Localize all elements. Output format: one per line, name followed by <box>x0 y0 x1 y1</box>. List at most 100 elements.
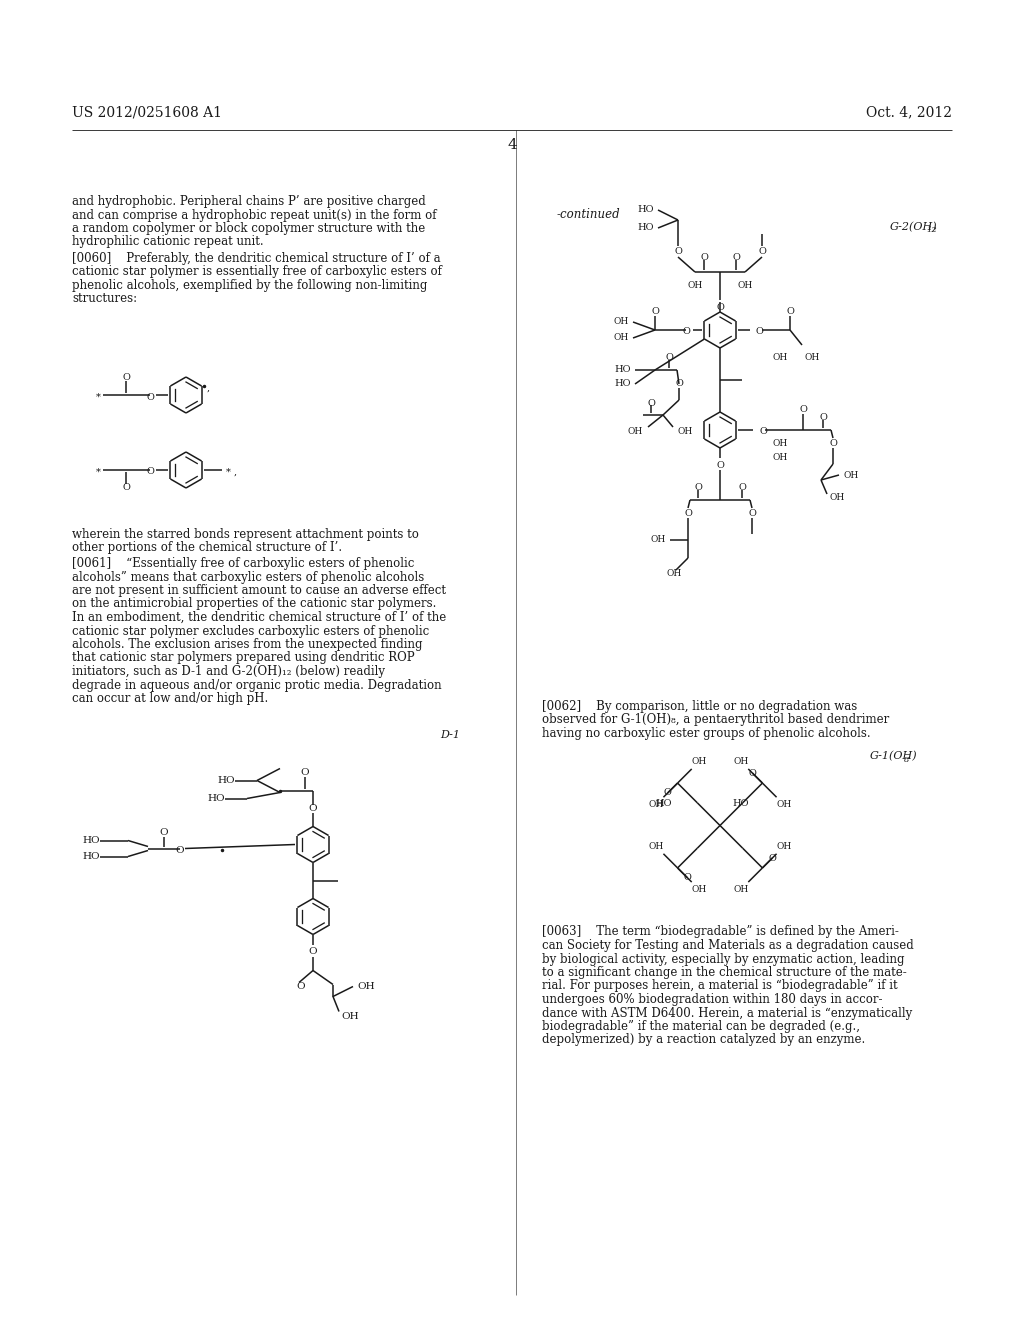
Text: O: O <box>732 253 740 263</box>
Text: OH: OH <box>773 440 788 449</box>
Text: O: O <box>651 308 658 317</box>
Text: OH: OH <box>737 281 753 290</box>
Text: OH: OH <box>776 842 792 851</box>
Text: O: O <box>700 253 708 263</box>
Text: OH: OH <box>772 354 787 363</box>
Text: [0061]    “Essentially free of carboxylic esters of phenolic: [0061] “Essentially free of carboxylic e… <box>72 557 415 570</box>
Text: phenolic alcohols, exemplified by the following non-limiting: phenolic alcohols, exemplified by the fo… <box>72 279 427 292</box>
Text: O: O <box>674 248 682 256</box>
Text: hydrophilic cationic repeat unit.: hydrophilic cationic repeat unit. <box>72 235 263 248</box>
Text: *: * <box>226 467 230 477</box>
Text: wherein the starred bonds represent attachment points to: wherein the starred bonds represent atta… <box>72 528 419 541</box>
Text: O: O <box>675 380 683 388</box>
Text: by biological activity, especially by enzymatic action, leading: by biological activity, especially by en… <box>542 953 904 965</box>
Text: 4: 4 <box>507 139 517 152</box>
Text: HO: HO <box>638 223 654 232</box>
Text: cationic star polymer excludes carboxylic esters of phenolic: cationic star polymer excludes carboxyli… <box>72 624 429 638</box>
Text: O: O <box>665 354 673 363</box>
Text: HO: HO <box>217 776 234 785</box>
Text: O: O <box>301 768 309 777</box>
Text: O: O <box>786 308 794 317</box>
Text: US 2012/0251608 A1: US 2012/0251608 A1 <box>72 106 222 119</box>
Text: OH: OH <box>805 354 819 363</box>
Text: degrade in aqueous and/or organic protic media. Degradation: degrade in aqueous and/or organic protic… <box>72 678 441 692</box>
Text: on the antimicrobial properties of the cationic star polymers.: on the antimicrobial properties of the c… <box>72 598 436 610</box>
Text: OH: OH <box>691 758 707 767</box>
Text: are not present in sufficient amount to cause an adverse effect: are not present in sufficient amount to … <box>72 583 446 597</box>
Text: O: O <box>829 440 837 449</box>
Text: having no carboxylic ester groups of phenolic alcohols.: having no carboxylic ester groups of phe… <box>542 727 870 741</box>
Text: O: O <box>759 428 767 437</box>
Text: initiators, such as D-1 and G-2(OH)₁₂ (below) readily: initiators, such as D-1 and G-2(OH)₁₂ (b… <box>72 665 385 678</box>
Text: OH: OH <box>613 334 629 342</box>
Text: OH: OH <box>649 800 664 809</box>
Text: HO: HO <box>208 795 225 803</box>
Text: O: O <box>308 946 317 956</box>
Text: O: O <box>694 483 701 492</box>
Text: OH: OH <box>773 454 788 462</box>
Text: O: O <box>819 413 827 422</box>
Text: OH: OH <box>687 281 702 290</box>
Text: O: O <box>176 846 184 855</box>
Text: and can comprise a hydrophobic repeat unit(s) in the form of: and can comprise a hydrophobic repeat un… <box>72 209 436 222</box>
Text: HO: HO <box>732 799 749 808</box>
Text: O: O <box>749 510 756 519</box>
Text: dance with ASTM D6400. Herein, a material is “enzymatically: dance with ASTM D6400. Herein, a materia… <box>542 1006 912 1019</box>
Text: observed for G-1(OH)₈, a pentaerythritol based dendrimer: observed for G-1(OH)₈, a pentaerythritol… <box>542 714 889 726</box>
Text: 12: 12 <box>927 226 937 234</box>
Text: and hydrophobic. Peripheral chains P’ are positive charged: and hydrophobic. Peripheral chains P’ ar… <box>72 195 426 209</box>
Text: O: O <box>122 483 130 491</box>
Text: O: O <box>122 374 130 383</box>
Text: HO: HO <box>614 380 631 388</box>
Text: HO: HO <box>614 366 631 375</box>
Text: HO: HO <box>82 836 100 845</box>
Text: O: O <box>682 327 690 337</box>
Text: O: O <box>758 248 766 256</box>
Text: O: O <box>716 461 724 470</box>
Text: OH: OH <box>650 536 666 544</box>
Text: OH: OH <box>733 884 749 894</box>
Text: alcohols” means that carboxylic esters of phenolic alcohols: alcohols” means that carboxylic esters o… <box>72 570 424 583</box>
Text: *: * <box>95 392 100 401</box>
Text: alcohols. The exclusion arises from the unexpected finding: alcohols. The exclusion arises from the … <box>72 638 423 651</box>
Text: D-1: D-1 <box>440 730 460 741</box>
Text: OH: OH <box>691 884 707 894</box>
Text: Oct. 4, 2012: Oct. 4, 2012 <box>866 106 952 119</box>
Text: OH: OH <box>667 569 682 578</box>
Text: [0060]    Preferably, the dendritic chemical structure of I’ of a: [0060] Preferably, the dendritic chemica… <box>72 252 440 265</box>
Text: a random copolymer or block copolymer structure with the: a random copolymer or block copolymer st… <box>72 222 425 235</box>
Text: OH: OH <box>357 982 375 991</box>
Text: [0063]    The term “biodegradable” is defined by the Ameri-: [0063] The term “biodegradable” is defin… <box>542 925 899 939</box>
Text: O: O <box>799 405 807 414</box>
Text: [0062]    By comparison, little or no degradation was: [0062] By comparison, little or no degra… <box>542 700 857 713</box>
Text: O: O <box>684 510 692 519</box>
Text: that cationic star polymers prepared using dendritic ROP: that cationic star polymers prepared usi… <box>72 652 415 664</box>
Text: biodegradable” if the material can be degraded (e.g.,: biodegradable” if the material can be de… <box>542 1020 860 1034</box>
Text: OH: OH <box>677 426 692 436</box>
Text: can occur at low and/or high pH.: can occur at low and/or high pH. <box>72 692 268 705</box>
Text: O: O <box>647 399 655 408</box>
Text: *: * <box>95 467 100 477</box>
Text: O: O <box>684 874 691 882</box>
Text: O: O <box>749 768 757 777</box>
Text: OH: OH <box>613 318 629 326</box>
Text: O: O <box>716 304 724 313</box>
Text: G-2(OH): G-2(OH) <box>890 222 938 232</box>
Text: to a significant change in the chemical structure of the mate-: to a significant change in the chemical … <box>542 966 906 979</box>
Text: O: O <box>146 392 154 401</box>
Text: O: O <box>756 327 764 337</box>
Text: G-1(OH): G-1(OH) <box>870 751 918 760</box>
Text: cationic star polymer is essentially free of carboxylic esters of: cationic star polymer is essentially fre… <box>72 265 442 279</box>
Text: O: O <box>308 804 317 813</box>
Text: O: O <box>664 788 672 797</box>
Text: can Society for Testing and Materials as a degradation caused: can Society for Testing and Materials as… <box>542 939 913 952</box>
Text: O: O <box>768 854 776 862</box>
Text: HO: HO <box>655 799 672 808</box>
Text: undergoes 60% biodegradation within 180 days in accor-: undergoes 60% biodegradation within 180 … <box>542 993 883 1006</box>
Text: O: O <box>146 467 154 477</box>
Text: OH: OH <box>829 494 844 503</box>
Text: depolymerized) by a reaction catalyzed by an enzyme.: depolymerized) by a reaction catalyzed b… <box>542 1034 865 1047</box>
Text: OH: OH <box>776 800 792 809</box>
Text: ,: , <box>234 467 238 477</box>
Text: HO: HO <box>82 851 100 861</box>
